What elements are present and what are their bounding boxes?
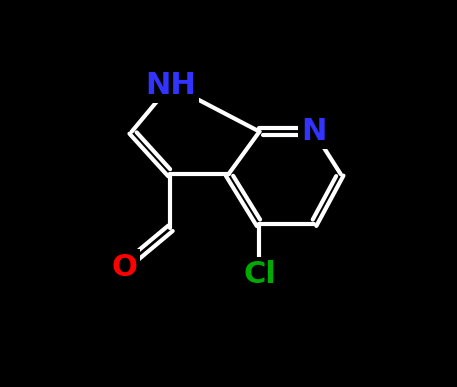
Text: NH: NH [145,71,196,99]
Text: O: O [111,253,137,281]
Text: N: N [301,117,326,146]
Text: Cl: Cl [243,260,276,289]
